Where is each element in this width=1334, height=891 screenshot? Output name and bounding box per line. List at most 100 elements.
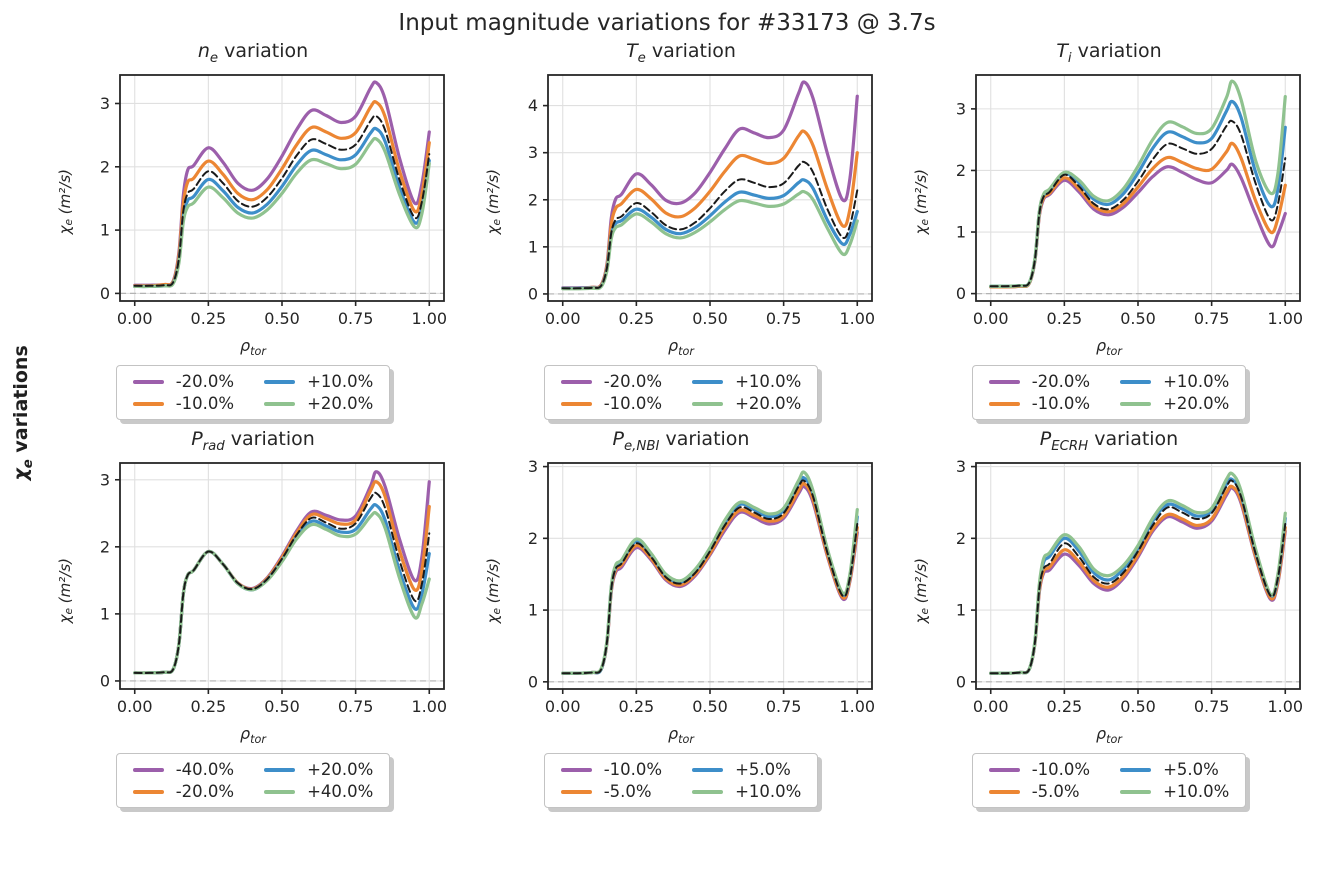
y-tick-label: 3 [528, 143, 538, 162]
ylabel-units: (m²/s) [484, 557, 502, 608]
plot-canvas: 0.00 0.25 0.50 0.75 1.00 0 1 2 3 [100, 462, 447, 716]
y-tick-label: 2 [528, 190, 538, 209]
legend-line-swatch [692, 401, 724, 406]
x-tick-label: 1.00 [1267, 309, 1303, 328]
title-suffix: variation [218, 40, 309, 62]
subplot-ne-variation: ne variation χe (m²/s) 0.00 0.25 0.50 0.75 1… [44, 40, 462, 421]
figure-title: Input magnitude variations for #33173 @ … [398, 10, 936, 36]
series-group [133, 80, 431, 289]
x-tick-label: 0.00 [973, 309, 1009, 328]
legend-label: +40.0% [307, 782, 374, 802]
series-line-0% baseline [133, 491, 431, 675]
legend-item: +20.0% [692, 394, 801, 413]
series-group [561, 80, 859, 291]
plot-canvas: 0.00 0.25 0.50 0.75 1.00 0 1 2 3 [100, 74, 447, 328]
y-tick-label: 1 [956, 223, 966, 242]
legend-label: -40.0% [175, 760, 235, 780]
plot-canvas: 0.00 0.25 0.50 0.75 1.00 0 1 2 3 [956, 457, 1303, 716]
legend-item: -20.0% [560, 372, 662, 391]
legend-line-swatch [264, 379, 296, 384]
plot-canvas: 0.00 0.25 0.50 0.75 1.00 0 1 2 3 4 [528, 74, 875, 328]
y-tick-label: 2 [956, 529, 966, 548]
legend-item: -20.0% [132, 782, 235, 802]
legend-label: -20.0% [175, 372, 235, 392]
y-tick-label: 3 [528, 457, 538, 476]
y-axis-label: χe (m²/s) [912, 169, 931, 234]
xlabel-symbol: ρ [1096, 336, 1107, 355]
series-line-0% baseline [133, 114, 431, 287]
legend-line-swatch [132, 767, 164, 772]
series-line-0% baseline [561, 160, 859, 290]
legend-label: +10.0% [1163, 782, 1230, 802]
x-tick-label: 0.25 [191, 309, 227, 328]
legend-label: -10.0% [1031, 394, 1091, 414]
ylabel-subscript: e [919, 219, 931, 226]
title-subscript: rad [202, 438, 225, 454]
xlabel-symbol: ρ [1096, 724, 1107, 744]
x-tick-label: 0.50 [1120, 309, 1156, 328]
y-tick-label: 1 [956, 601, 966, 620]
ylabel-units: (m²/s) [912, 557, 930, 608]
series-line-0% baseline [561, 479, 859, 675]
x-tick-label: 0.75 [1194, 697, 1230, 716]
ylabel-subscript: e [63, 607, 75, 614]
plot-area: χe (m²/s) 0.00 0.25 0.50 0.75 1.00 0 1 2 3 4 [484, 67, 878, 337]
plot-canvas: 0.00 0.25 0.50 0.75 1.00 0 1 2 3 [956, 74, 1303, 328]
x-tick-label: 0.50 [264, 309, 300, 328]
legend-line-swatch [1120, 401, 1152, 406]
y-tick-label: 1 [100, 221, 110, 240]
title-subscript: i [1067, 50, 1072, 66]
ylabel-symbol: χ [912, 225, 930, 235]
x-tick-label: 0.00 [545, 697, 581, 716]
legend-label: +5.0% [735, 760, 791, 780]
subplot-title: Ti variation [1056, 40, 1161, 67]
series-line-0% baseline [989, 119, 1287, 288]
xlabel-subscript: tor [678, 345, 694, 359]
row-label-subscript: e [20, 459, 36, 469]
legend-label: -10.0% [1031, 760, 1091, 780]
x-axis-label: ρtor [668, 336, 694, 358]
x-tick-label: 0.75 [766, 309, 802, 328]
plot-area: χe (m²/s) 0.00 0.25 0.50 0.75 1.00 0 1 2 3 [56, 67, 450, 337]
legend-line-swatch [560, 789, 592, 794]
x-tick-label: 0.00 [973, 697, 1009, 716]
legend-item: -10.0% [132, 394, 234, 413]
legend-line-swatch [988, 789, 1020, 794]
xlabel-subscript: tor [678, 733, 694, 747]
legend-line-swatch [264, 767, 296, 772]
legend-label: -5.0% [603, 782, 652, 802]
series-line-0% baseline [989, 479, 1287, 675]
legend-item: +40.0% [264, 782, 373, 801]
y-tick-label: 0 [100, 284, 110, 303]
legend-item: -40.0% [132, 760, 235, 780]
x-axis-label: ρtor [1096, 336, 1122, 358]
legend-line-swatch [692, 767, 724, 772]
x-axis-label: ρtor [240, 724, 266, 746]
subplot-title: ne variation [198, 40, 308, 67]
ylabel-units: (m²/s) [912, 169, 930, 220]
legend: -40.0% -20.0% +20.0% +40.0% [115, 753, 391, 809]
subplot-pecrh-variation: PECRH variation χe (m²/s) 0.00 0.25 0.50 0.… [900, 428, 1318, 809]
row-label-text: variations [10, 345, 33, 460]
legend-item: +10.0% [692, 372, 801, 391]
legend-item: +5.0% [1120, 760, 1229, 779]
legend-item: -20.0% [132, 372, 235, 392]
series-group [989, 79, 1287, 289]
y-tick-label: 0 [528, 673, 538, 692]
legend-label: +20.0% [1163, 394, 1230, 414]
y-tick-label: 3 [100, 470, 110, 489]
x-tick-label: 0.00 [545, 309, 581, 328]
legend-label: -20.0% [175, 782, 235, 802]
y-axis-label: χe (m²/s) [484, 169, 503, 234]
title-symbol: P [1039, 428, 1052, 451]
y-axis-label: χe (m²/s) [912, 558, 931, 623]
legend-item: +10.0% [1120, 782, 1229, 801]
x-tick-label: 0.00 [117, 697, 153, 716]
title-symbol: T [1056, 40, 1068, 62]
x-tick-label: 0.25 [619, 309, 655, 328]
legend-item: -20.0% [988, 372, 1090, 391]
ylabel-units: (m²/s) [56, 169, 74, 220]
legend-item: +10.0% [692, 782, 801, 801]
legend-line-swatch [988, 401, 1020, 406]
